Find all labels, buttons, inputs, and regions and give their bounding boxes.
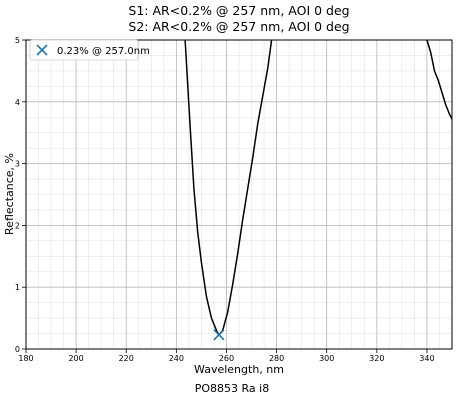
y-tick-label: 2	[15, 221, 20, 230]
x-axis-ticks: 180 200 220 240 260 280 300 320 340	[18, 349, 435, 363]
x-tick-label: 240	[169, 354, 184, 363]
chart-footer: PO8853 Ra i8	[195, 382, 269, 395]
y-axis-ticks: 0 1 2 3 4 5	[15, 36, 26, 354]
reflectance-series-line-2	[426, 39, 453, 120]
legend-label: 0.23% @ 257.0nm	[57, 46, 150, 57]
y-tick-label: 1	[15, 283, 20, 292]
plot-frame	[25, 39, 453, 350]
x-tick-label: 280	[269, 354, 284, 363]
chart-title-line-2: S2: AR<0.2% @ 257 nm, AOI 0 deg	[128, 19, 349, 34]
reflectance-series-line-1	[184, 39, 273, 336]
x-tick-label: 320	[369, 354, 384, 363]
minor-grid	[25, 39, 453, 350]
legend-x-marker-icon	[36, 44, 48, 56]
y-tick-label: 0	[15, 345, 20, 354]
minimum-point-marker	[213, 329, 225, 341]
x-tick-label: 300	[319, 354, 334, 363]
series-layer	[184, 39, 453, 336]
x-axis-label: Wavelength, nm	[194, 363, 284, 376]
marker-layer	[213, 329, 225, 341]
x-tick-label: 180	[18, 354, 33, 363]
legend: 0.23% @ 257.0nm	[29, 39, 150, 61]
y-axis-label: Reflectance, %	[3, 153, 16, 235]
y-tick-label: 3	[15, 160, 20, 169]
y-tick-label: 4	[15, 98, 20, 107]
x-tick-label: 220	[119, 354, 134, 363]
marker-stroke	[213, 329, 225, 341]
x-tick-label: 200	[68, 354, 83, 363]
x-tick-label: 340	[419, 354, 434, 363]
y-tick-label: 5	[15, 36, 20, 45]
legend-box	[29, 39, 139, 61]
x-tick-label: 260	[219, 354, 234, 363]
legend-marker-stroke	[36, 44, 48, 56]
chart-title-line-1: S1: AR<0.2% @ 257 nm, AOI 0 deg	[128, 3, 349, 18]
